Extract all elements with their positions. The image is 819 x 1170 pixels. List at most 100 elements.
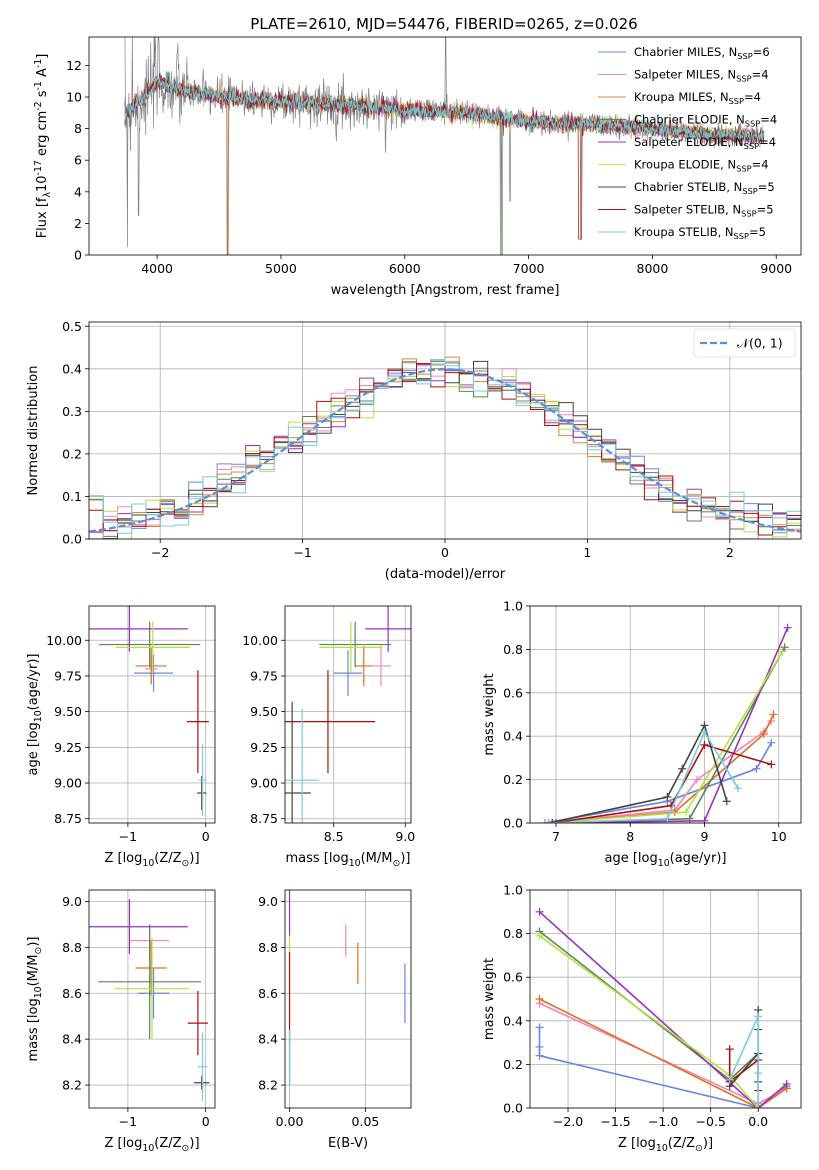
x-tick-label: 9000 bbox=[760, 261, 792, 276]
x-tick-label: 10 bbox=[771, 829, 787, 844]
y-tick-label: 0.8 bbox=[503, 926, 523, 941]
x-tick-label: 0.00 bbox=[276, 1114, 304, 1129]
y-tick-label: 0.3 bbox=[62, 404, 82, 419]
x-tick-label: −1.0 bbox=[648, 1114, 678, 1129]
y-tick-label: 8 bbox=[74, 121, 82, 136]
weight-marker bbox=[725, 1045, 734, 1054]
weight-series-line bbox=[539, 998, 788, 1108]
weight-marker bbox=[767, 760, 776, 769]
legend-label: Chabrier MILES, NSSP=6 bbox=[634, 45, 770, 61]
y-tick-label: 0.0 bbox=[62, 532, 82, 547]
age_vs_Z-plot-area bbox=[89, 606, 209, 816]
weight-marker bbox=[693, 775, 702, 784]
y-tick-label: 9.25 bbox=[250, 740, 278, 755]
y-tick-label: 0.2 bbox=[503, 1057, 523, 1072]
weight-marker bbox=[783, 623, 792, 632]
y-tick-label: 9.0 bbox=[62, 894, 82, 909]
weight_vs_age-ticks: 7 8 9 10 0.0 0.2 0.4 0.6 0.8 1.0 bbox=[503, 599, 787, 845]
mass_vs_ebv-ticks: 0.00 0.05 8.2 8.4 8.6 8.8 9.0 bbox=[258, 894, 379, 1129]
errorbar-point bbox=[138, 968, 170, 1019]
x-tick-label: 8 bbox=[626, 829, 634, 844]
weight_vs_age-axes: 7 8 9 10 0.0 0.2 0.4 0.6 0.8 1.0 age [log10(age/yr… bbox=[482, 599, 802, 869]
errorbar-point bbox=[197, 1032, 208, 1102]
spectrum-ticks: 4000 5000 6000 7000 8000 9000 0 2 4 6 8 10 12 bbox=[66, 58, 792, 276]
weight-marker bbox=[700, 816, 709, 823]
x-tick-label: −1 bbox=[119, 829, 137, 844]
x-tick-label: 9.0 bbox=[395, 829, 415, 844]
age_vs_Z-ylabel: age [log10(age/yr)] bbox=[26, 654, 44, 776]
age_vs_Z-axes: −1 0 8.75 9.00 9.25 9.50 9.75 10.00 Z [log10(Z/Z… bbox=[26, 605, 216, 869]
y-tick-label: 0.6 bbox=[503, 970, 523, 985]
y-tick-label: 8.4 bbox=[258, 1032, 278, 1047]
x-tick-label: −1.5 bbox=[600, 1114, 630, 1129]
weight-marker bbox=[535, 1042, 544, 1051]
weight-marker bbox=[778, 647, 787, 656]
y-tick-label: 9.00 bbox=[54, 776, 82, 791]
residuals-frame bbox=[88, 321, 802, 540]
age_vs_mass-frame bbox=[284, 605, 412, 824]
spectrum-xlabel: wavelength [Angstrom, rest frame] bbox=[331, 283, 560, 298]
errorbar-point bbox=[198, 744, 207, 816]
mass_vs_Z-ticks: −1 0 8.2 8.4 8.6 8.8 9.0 bbox=[62, 894, 210, 1129]
residuals-plot-area bbox=[89, 356, 801, 539]
errorbar-point bbox=[370, 645, 391, 686]
x-tick-label: −1 bbox=[119, 1114, 137, 1129]
errorbar-point bbox=[333, 650, 363, 696]
errorbar-point bbox=[194, 1075, 210, 1090]
figure-title: PLATE=2610, MJD=54476, FIBERID=0265, z=0… bbox=[250, 15, 637, 33]
mass_vs_ebv-xlabel: E(B-V) bbox=[328, 1136, 368, 1151]
age_vs_mass-plot-area bbox=[285, 606, 411, 823]
legend-label: Salpeter MILES, NSSP=4 bbox=[634, 68, 769, 84]
residual-histogram-step bbox=[89, 359, 801, 539]
legend-label: Kroupa ELODIE, NSSP=4 bbox=[634, 158, 769, 174]
y-tick-label: 0.6 bbox=[503, 685, 523, 700]
age_vs_Z-xlabel: Z [log10(Z/Z⊙)] bbox=[104, 851, 199, 869]
weight-series-line bbox=[544, 742, 772, 823]
y-tick-label: 9.50 bbox=[250, 704, 278, 719]
y-tick-label: 0.8 bbox=[503, 642, 523, 657]
errorbar-point bbox=[365, 606, 411, 652]
weight_vs_Z-ylabel: mass weight bbox=[482, 958, 497, 1040]
errorbar-point bbox=[135, 647, 167, 685]
weight-marker bbox=[700, 727, 709, 736]
weight-marker bbox=[544, 819, 553, 823]
x-tick-label: 1 bbox=[583, 545, 591, 560]
y-tick-label: 8.2 bbox=[258, 1078, 278, 1093]
y-tick-label: 8.75 bbox=[250, 811, 278, 826]
y-tick-label: 9.25 bbox=[54, 740, 82, 755]
weight_vs_age-xlabel: age [log10(age/yr)] bbox=[605, 851, 727, 869]
spectrum-axes: 4000 5000 6000 7000 8000 9000 0 2 4 6 8 10 12 wavelen… bbox=[33, 36, 802, 298]
errorbar-point bbox=[319, 621, 391, 668]
mass_vs_ebv-plot-area bbox=[288, 890, 406, 1086]
errorbar-point bbox=[115, 621, 191, 674]
weight-series-line bbox=[538, 911, 788, 1108]
y-tick-label: 8.8 bbox=[62, 940, 82, 955]
x-tick-label: −0.5 bbox=[695, 1114, 725, 1129]
y-tick-label: 8.75 bbox=[54, 811, 82, 826]
weight_vs_Z-axes: −2.0 −1.5 −1.0 −0.5 0.0 0.0 0.2 0.4 0.6 0.8 1.0 Z [… bbox=[482, 883, 802, 1154]
age_vs_Z-ticks: −1 0 8.75 9.00 9.25 9.50 9.75 10.00 bbox=[46, 633, 209, 844]
spectrum-legend: Chabrier MILES, NSSP=6 Salpeter MILES, NS… bbox=[598, 45, 777, 241]
legend-label: Chabrier STELIB, NSSP=5 bbox=[634, 180, 775, 196]
weight-marker bbox=[759, 730, 768, 739]
weight-marker bbox=[767, 738, 776, 747]
residual-histogram-step bbox=[89, 359, 801, 534]
errorbar-point bbox=[285, 670, 376, 774]
x-tick-label: 0.0 bbox=[748, 1114, 768, 1129]
weight-marker bbox=[722, 797, 731, 806]
y-tick-label: 1.0 bbox=[503, 599, 523, 614]
weight-series-line bbox=[552, 743, 772, 823]
y-tick-label: 6 bbox=[74, 153, 82, 168]
x-tick-label: 7000 bbox=[513, 261, 545, 276]
x-tick-label: 8.5 bbox=[324, 829, 344, 844]
residuals-ticks: −2 −1 0 1 2 0.0 0.1 0.2 0.3 0.4 0.5 bbox=[62, 319, 734, 560]
y-tick-label: 9.50 bbox=[54, 704, 82, 719]
weight-marker bbox=[700, 740, 709, 749]
y-tick-label: 0.5 bbox=[62, 319, 82, 334]
weight-marker bbox=[663, 792, 672, 801]
errorbar-point bbox=[135, 940, 167, 996]
errorbar-point bbox=[187, 990, 208, 1056]
errorbar-point bbox=[89, 606, 188, 652]
y-tick-label: 2 bbox=[74, 216, 82, 231]
weight-marker bbox=[681, 808, 690, 817]
